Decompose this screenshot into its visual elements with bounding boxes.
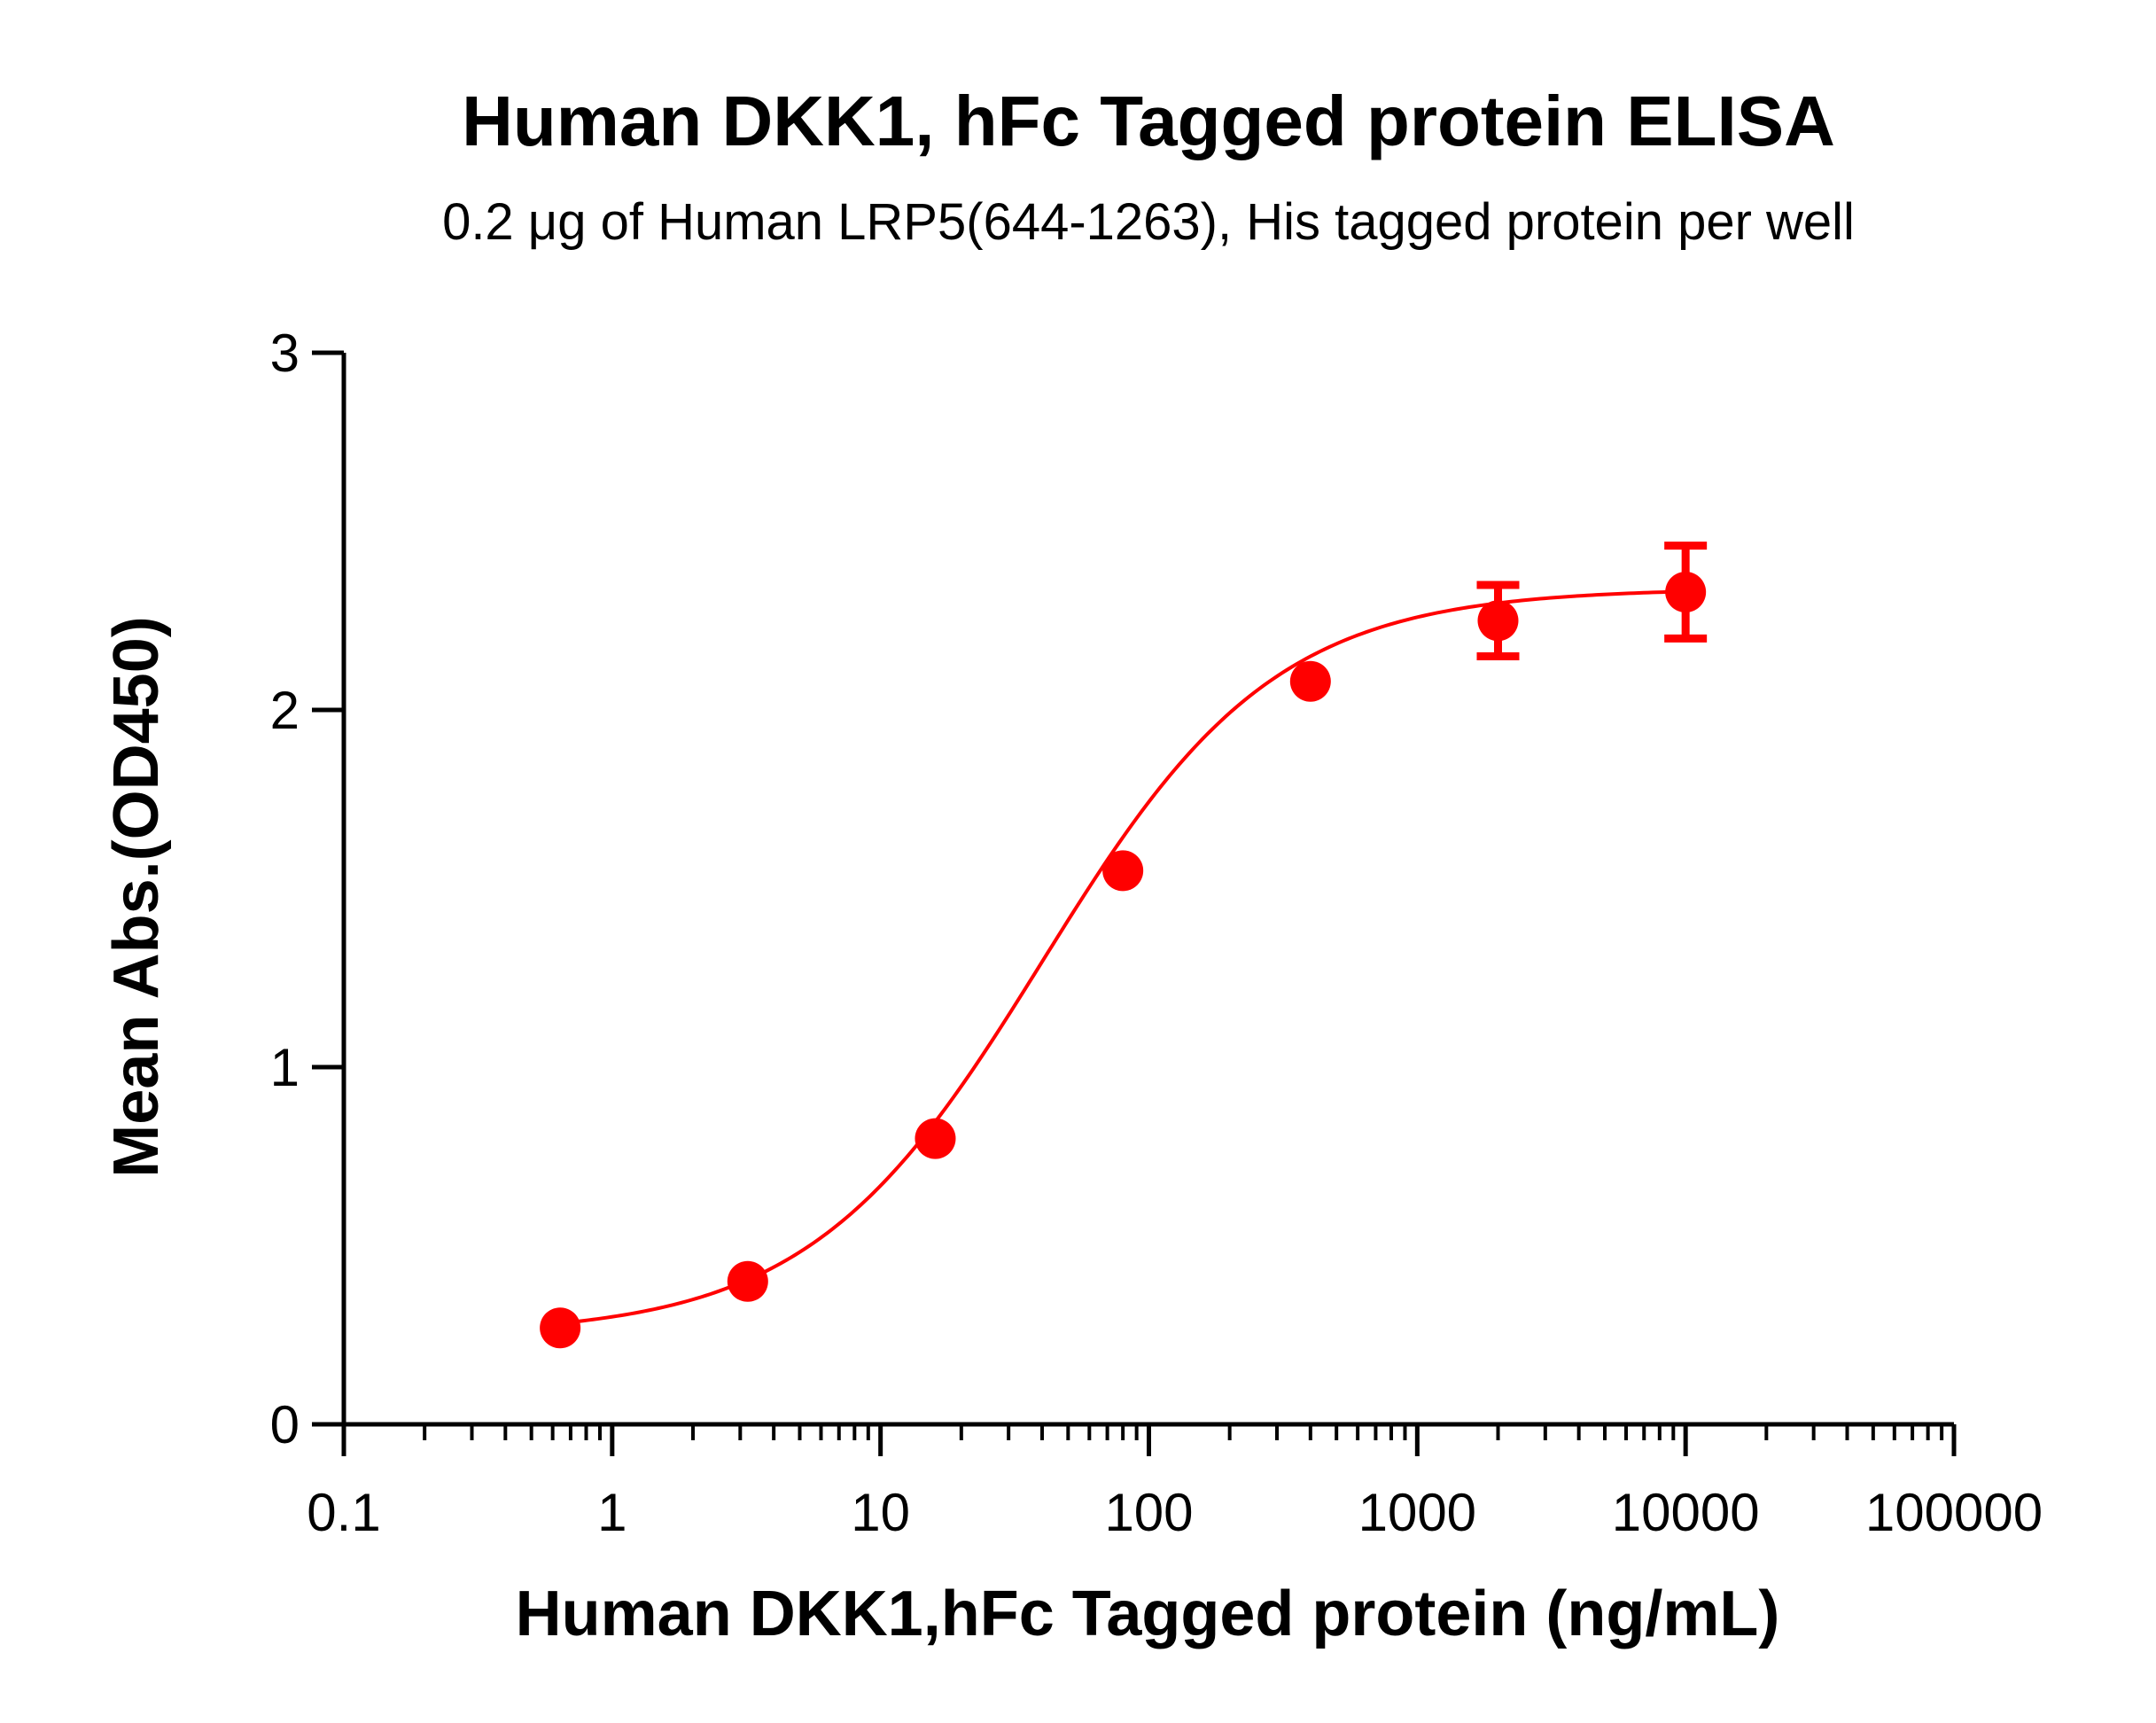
- data-point: [915, 1118, 956, 1159]
- fit-curve-layer: [559, 589, 1686, 1325]
- x-tick-label: 100: [1104, 1483, 1193, 1542]
- y-tick-label: 3: [270, 324, 300, 383]
- x-axis-label: Human DKK1,hFc Tagged protein (ng/mL): [516, 1579, 1780, 1649]
- chart-title: Human DKK1, hFc Tagged protein ELISA: [462, 82, 1835, 160]
- x-tick-label: 1: [597, 1483, 627, 1542]
- data-point: [1102, 850, 1144, 892]
- data-point: [727, 1260, 768, 1302]
- data-point: [1665, 572, 1707, 613]
- data-point: [540, 1307, 581, 1349]
- data-point-layer: [540, 572, 1707, 1349]
- fit-curve: [559, 589, 1686, 1325]
- x-tick-label: 1000: [1358, 1483, 1476, 1542]
- data-point: [1477, 600, 1519, 642]
- data-point: [1289, 660, 1331, 702]
- y-tick-label: 1: [270, 1038, 300, 1097]
- y-axis-label: Mean Abs.(OD450): [101, 616, 172, 1177]
- y-tick-label: 2: [270, 681, 300, 740]
- x-tick-label: 10: [851, 1483, 910, 1542]
- x-tick-label: 0.1: [307, 1483, 380, 1542]
- x-axis: 0.1 1 10 100 1000 10000 100000: [307, 1422, 2043, 1542]
- y-axis: 0 1 2 3: [270, 324, 346, 1454]
- chart-subtitle: 0.2 μg of Human LRP5(644-1263), His tagg…: [442, 193, 1855, 251]
- y-tick-label: 0: [270, 1395, 300, 1454]
- x-tick-label: 100000: [1865, 1483, 2043, 1542]
- x-tick-label: 10000: [1612, 1483, 1760, 1542]
